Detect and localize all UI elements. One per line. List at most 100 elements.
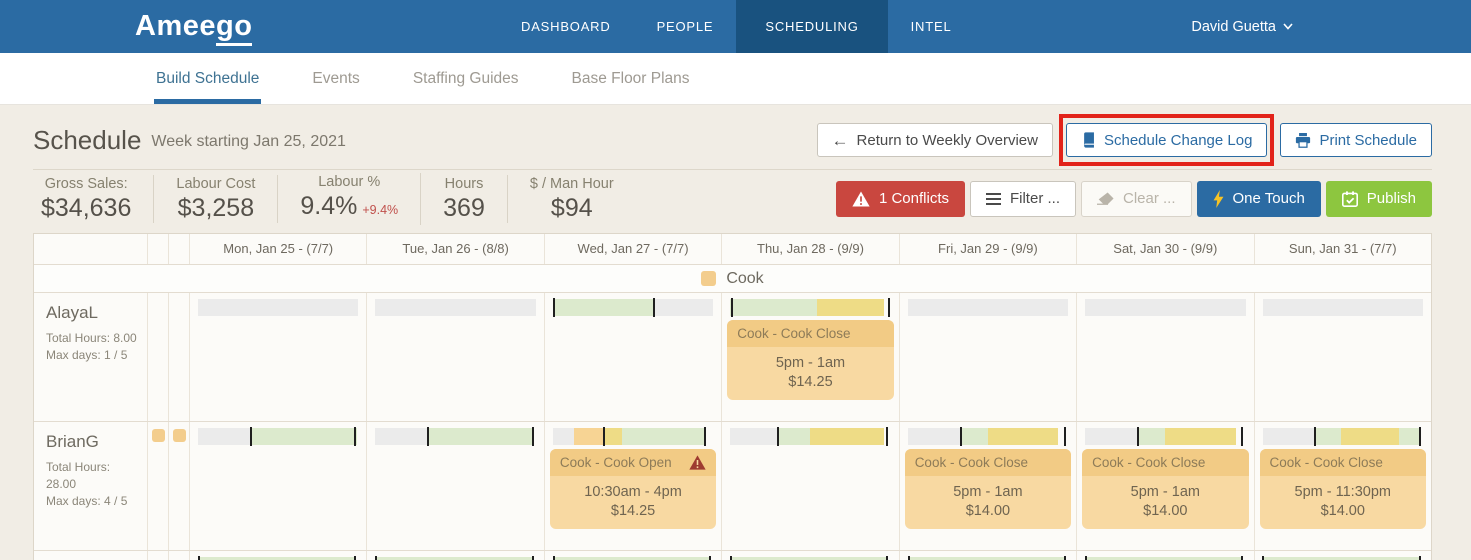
timeline-tick: [375, 556, 378, 560]
shift-flag-icon: [151, 429, 165, 442]
shift-card[interactable]: Cook - Cook Close 5pm - 1am $14.00: [904, 449, 1072, 529]
nav-item-scheduling[interactable]: SCHEDULING: [736, 0, 888, 53]
timeline-segment-green: [621, 428, 706, 445]
user-menu[interactable]: David Guetta: [1191, 0, 1293, 53]
employee-name-cell[interactable]: BrianG Total Hours: 28.00 Max days: 4 / 5: [34, 422, 148, 550]
timeline-bar: [1262, 556, 1423, 560]
shift-card[interactable]: Cook - Cook Open 10:30am - 4pm $14.25: [549, 449, 717, 529]
stat-gross-sales: Gross Sales: $34,636: [33, 174, 155, 223]
employee-name-cell[interactable]: AlayaL Total Hours: 8.00 Max days: 1 / 5: [34, 293, 148, 421]
shift-card[interactable]: Cook - Cook Close 5pm - 1am $14.00: [1082, 449, 1249, 529]
employee-max-days: Max days: 1 / 5: [46, 348, 128, 362]
day-header-wed: Wed, Jan 27 - (7/7): [545, 234, 723, 264]
timeline-bar: [375, 299, 536, 316]
one-touch-button[interactable]: One Touch: [1196, 180, 1321, 217]
labour-percent-label: Labour %: [318, 173, 381, 190]
tab-base-floor-plans[interactable]: Base Floor Plans: [570, 53, 692, 104]
timeline-tick: [888, 298, 891, 317]
day-cell[interactable]: [545, 293, 723, 421]
timeline-segment-gray: [1262, 299, 1423, 316]
shift-card[interactable]: Cook - Cook Close 5pm - 1am $14.25: [727, 320, 894, 400]
return-to-weekly-overview-button[interactable]: ← Return to Weekly Overview: [816, 123, 1053, 157]
nav-item-people[interactable]: PEOPLE: [656, 19, 714, 34]
day-cell[interactable]: [1077, 293, 1255, 421]
employee-total-hours: Total Hours: 8.00: [46, 331, 137, 345]
day-cell[interactable]: [1255, 293, 1431, 421]
page-title: Schedule: [33, 124, 142, 155]
day-cell[interactable]: [1255, 551, 1431, 560]
clear-button[interactable]: Clear ...: [1081, 180, 1192, 217]
timeline-segment-gray: [653, 299, 714, 316]
day-cell[interactable]: [190, 422, 368, 550]
logo-text-a: Amee: [135, 10, 216, 42]
publish-button[interactable]: Publish: [1325, 180, 1432, 217]
timeline-bar: [1084, 556, 1245, 560]
tab-staffing-guides-label: Staffing Guides: [412, 69, 519, 87]
tab-base-floor-plans-label: Base Floor Plans: [571, 69, 690, 87]
timeline-segment-gray: [552, 428, 574, 445]
timeline-segment-green: [428, 428, 535, 445]
timeline-segment-green: [1138, 428, 1166, 445]
timeline-bar: [552, 298, 714, 317]
day-cell[interactable]: [367, 551, 545, 560]
labour-percent-value: 9.4% +9.4%: [300, 192, 398, 225]
shift-title: Cook - Cook Close: [914, 455, 1028, 470]
shift-time: 5pm - 11:30pm: [1294, 484, 1391, 500]
day-cell[interactable]: Cook - Cook Close 5pm - 1am $14.25: [722, 293, 900, 421]
scheduling-subnav: Build Schedule Events Staffing Guides Ba…: [0, 53, 1471, 105]
shift-card[interactable]: Cook - Cook Close 5pm - 11:30pm $14.00: [1259, 449, 1426, 529]
day-cell[interactable]: [190, 551, 368, 560]
timeline-segment-gray: [907, 428, 961, 445]
header-flag-cell: [169, 234, 190, 264]
timeline-tick: [709, 556, 712, 560]
day-cell[interactable]: Cook - Cook Close 5pm - 1am $14.00: [1077, 422, 1255, 550]
timeline-segment-green: [907, 557, 1065, 560]
timeline-tick: [1262, 556, 1265, 560]
chevron-down-icon: [1283, 23, 1293, 30]
day-cell[interactable]: [900, 551, 1078, 560]
timeline-segment-green: [730, 557, 888, 560]
conflicts-button[interactable]: 1 Conflicts: [835, 180, 965, 217]
conflicts-label: 1 Conflicts: [878, 190, 949, 207]
day-cell[interactable]: [190, 293, 368, 421]
tab-events[interactable]: Events: [310, 53, 361, 104]
timeline-segment-green: [1262, 557, 1420, 560]
day-cell[interactable]: [367, 293, 545, 421]
shift-card-header: Cook - Cook Close: [1082, 449, 1249, 476]
timeline-tick: [531, 427, 534, 446]
tab-staffing-guides[interactable]: Staffing Guides: [411, 53, 521, 104]
timeline-tick: [886, 427, 889, 446]
timeline-segment-yellow: [604, 428, 622, 445]
filter-button[interactable]: Filter ...: [969, 180, 1076, 217]
shift-rate: $14.25: [610, 503, 656, 519]
day-cell[interactable]: [1077, 551, 1255, 560]
tab-build-schedule[interactable]: Build Schedule: [154, 53, 262, 104]
day-cell[interactable]: Cook - Cook Open 10:30am - 4pm $14.25: [545, 422, 723, 550]
print-schedule-label: Print Schedule: [1319, 131, 1417, 149]
print-schedule-button[interactable]: Print Schedule: [1280, 123, 1432, 157]
timeline-segment-gray: [375, 299, 536, 316]
timeline-segment-tan: [573, 428, 605, 445]
day-header-fri: Fri, Jan 29 - (9/9): [900, 234, 1078, 264]
schedule-change-log-button[interactable]: Schedule Change Log: [1065, 123, 1268, 157]
day-cell[interactable]: [545, 551, 723, 560]
timeline-segment-none: [534, 428, 536, 445]
day-cell[interactable]: Cook - Cook Close 5pm - 1am $14.00: [900, 422, 1078, 550]
day-cell[interactable]: [367, 422, 545, 550]
timeline-tick: [249, 427, 252, 446]
day-cell[interactable]: [722, 422, 900, 550]
nav-item-dashboard[interactable]: DASHBOARD: [521, 19, 611, 34]
schedule-toolbar: 1 Conflicts Filter ... Clear ... One Tou…: [835, 180, 1432, 217]
shift-time: 10:30am - 4pm: [584, 484, 682, 500]
labour-percent-delta: +9.4%: [362, 202, 399, 217]
nav-item-intel[interactable]: INTEL: [910, 19, 952, 34]
day-cell[interactable]: Cook - Cook Close 5pm - 11:30pm $14.00: [1255, 422, 1431, 550]
timeline-segment-yellow: [1165, 428, 1236, 445]
stat-labour-cost: Labour Cost $3,258: [154, 174, 279, 223]
ameego-logo[interactable]: Ameego: [135, 10, 253, 46]
day-cell[interactable]: [722, 551, 900, 560]
flag-cell: [169, 551, 190, 560]
change-log-label: Schedule Change Log: [1103, 131, 1253, 149]
logo-text-go: go: [216, 10, 253, 46]
day-cell[interactable]: [900, 293, 1078, 421]
